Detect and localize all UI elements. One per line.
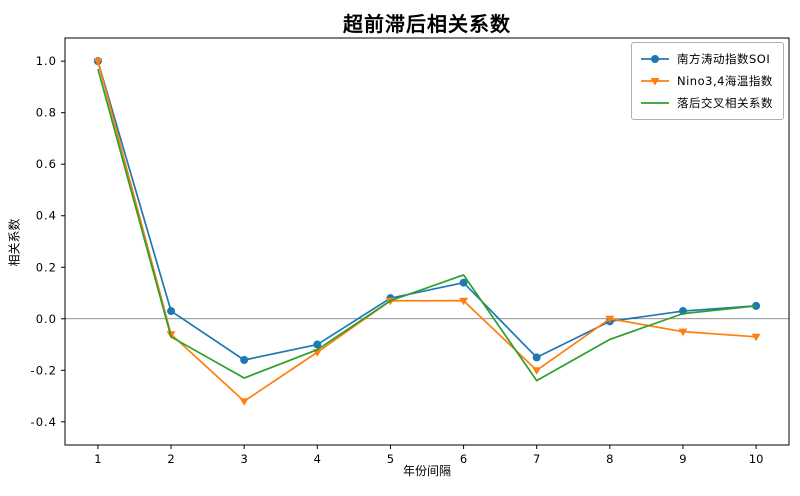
y-tick-label: 0.6 (36, 157, 57, 171)
series-line (97, 60, 757, 403)
legend-item: Nino3,4海温指数 (640, 70, 773, 92)
data-point-marker (459, 278, 468, 287)
y-tick-label: 1.0 (36, 54, 57, 68)
x-tick-label: 1 (94, 452, 101, 466)
legend-sample-triangle-down-icon (641, 78, 669, 86)
legend-sample-line-icon (641, 102, 669, 104)
x-tick-label: 10 (749, 452, 764, 466)
data-point-marker (751, 333, 761, 342)
legend-sample-circle-icon (641, 55, 669, 63)
data-point-marker (93, 58, 103, 66)
y-tick-label: -0.2 (31, 363, 57, 377)
legend-item: 南方涛动指数SOI (640, 48, 773, 70)
y-tick-label: 0.4 (36, 209, 57, 223)
data-point-marker (167, 307, 176, 316)
series-2 (97, 68, 757, 382)
x-tick-label: 6 (460, 452, 467, 466)
data-point-marker (651, 55, 659, 63)
x-tick-label: 7 (533, 452, 540, 466)
plot-border (64, 37, 790, 446)
series-line (97, 68, 757, 382)
series-line (97, 60, 757, 361)
data-point-marker (313, 340, 322, 349)
data-point-marker (605, 315, 615, 324)
x-tick-label: 9 (679, 452, 686, 466)
data-point-marker (532, 353, 541, 362)
data-point-marker (532, 367, 542, 375)
data-point-marker (678, 328, 688, 337)
legend: 南方涛动指数SOI Nino3,4海温指数 落后交叉相关系数 (631, 42, 784, 120)
x-axis-label: 年份间隔 (402, 464, 451, 478)
x-tick-label: 8 (606, 452, 613, 466)
y-axis: -0.4 -0.2 0.0 0.2 0.4 0.6 0.8 1.0 (31, 54, 65, 429)
chart-title: 超前滞后相关系数 (343, 12, 511, 36)
x-tick-label: 5 (387, 452, 394, 466)
x-tick-label: 2 (167, 452, 174, 466)
data-point-marker (459, 297, 469, 306)
y-tick-label: 0.2 (36, 260, 57, 274)
legend-label: 落后交叉相关系数 (677, 96, 773, 110)
x-axis: 1 2 3 4 5 6 7 8 9 10 (94, 445, 763, 466)
legend-item: 落后交叉相关系数 (640, 92, 773, 114)
y-tick-label: -0.4 (31, 415, 57, 429)
data-point-marker (239, 398, 249, 406)
y-tick-label: 0.8 (36, 106, 57, 120)
legend-label: Nino3,4海温指数 (677, 74, 773, 88)
x-tick-label: 3 (241, 452, 248, 466)
y-tick-label: 0.0 (36, 312, 57, 326)
data-point-marker (650, 78, 660, 86)
data-point-marker (240, 355, 249, 364)
legend-label: 南方涛动指数SOI (677, 52, 771, 66)
y-axis-label: 相关系数 (7, 218, 22, 267)
x-tick-label: 4 (314, 452, 321, 466)
